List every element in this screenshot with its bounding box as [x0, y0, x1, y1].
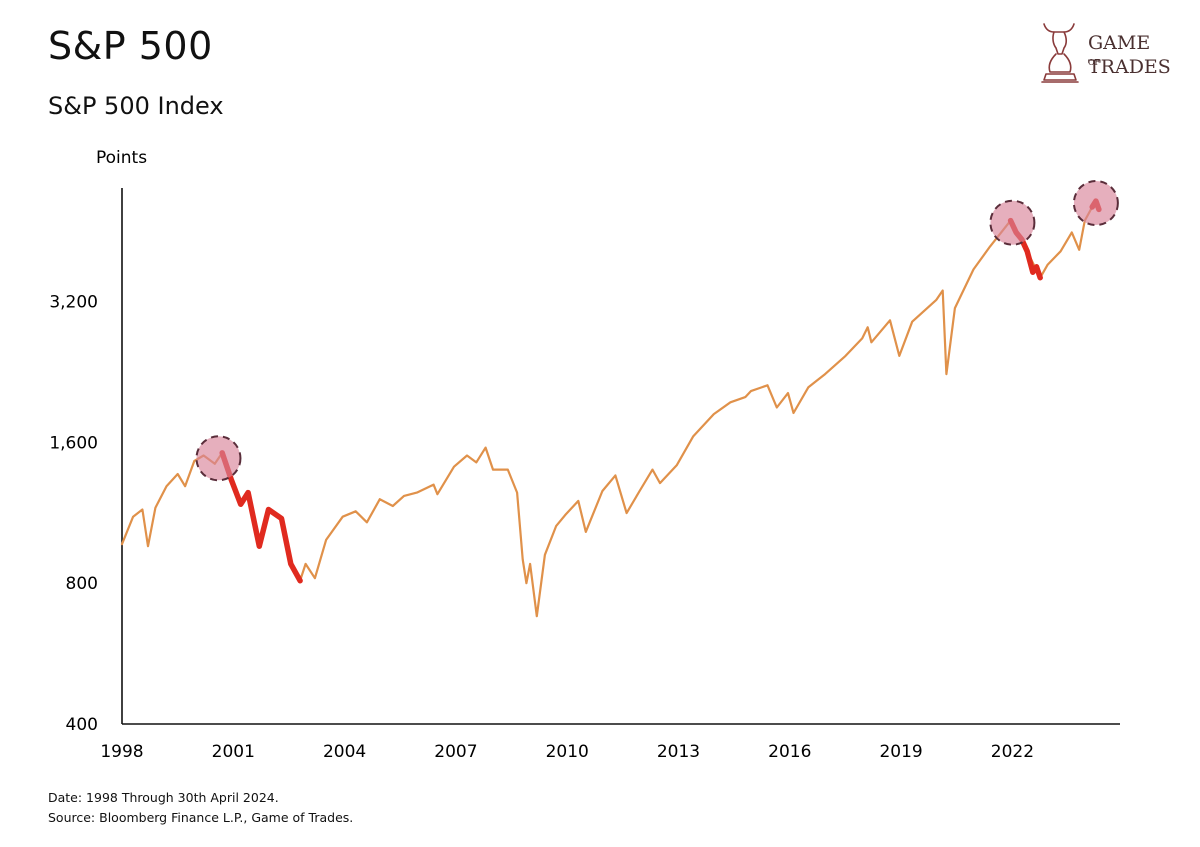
x-tick-label: 2013: [657, 742, 700, 762]
chart-notes: Date: 1998 Through 30th April 2024. Sour…: [48, 788, 353, 828]
x-tick-label: 2016: [768, 742, 811, 762]
peak-highlight-circle: [989, 199, 1036, 246]
logo-text-line2: TRADES: [1088, 56, 1171, 78]
drawdown-highlight-line: [219, 450, 303, 584]
x-tick-label: 2022: [991, 742, 1034, 762]
y-tick-label: 3,200: [49, 293, 98, 313]
sp500-index-line: [120, 200, 1100, 618]
source-note: Source: Bloomberg Finance L.P., Game of …: [48, 810, 354, 825]
page-subtitle: S&P 500 Index: [48, 92, 224, 120]
y-axis-label: Points: [96, 148, 147, 168]
x-tick-label: 2010: [546, 742, 589, 762]
x-tick-label: 2007: [434, 742, 477, 762]
peak-highlight-circle: [195, 435, 242, 482]
x-tick-label: 2004: [323, 742, 366, 762]
y-tick-label: 1,600: [49, 433, 98, 453]
logo-text-line1: GAME OF: [1088, 32, 1151, 67]
page-title: S&P 500: [48, 24, 213, 68]
y-tick-label: 800: [66, 574, 98, 594]
x-tick-label: 2001: [212, 742, 255, 762]
peak-highlight-circle: [1072, 180, 1119, 227]
x-tick-label: 1998: [100, 742, 143, 762]
y-tick-label: 400: [66, 715, 98, 735]
bull-knight-icon: [1041, 23, 1079, 83]
date-note: Date: 1998 Through 30th April 2024.: [48, 790, 279, 805]
game-of-trades-logo: GAME OF TRADES: [1036, 16, 1171, 88]
x-tick-label: 2019: [879, 742, 922, 762]
